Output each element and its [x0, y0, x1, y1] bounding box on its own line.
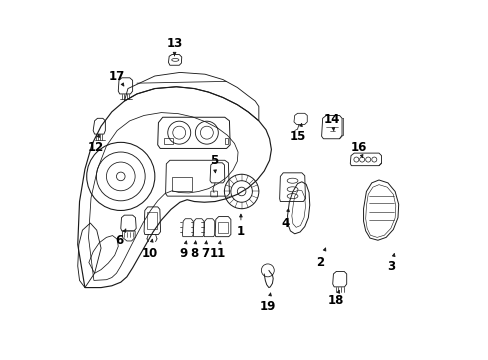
Text: 15: 15	[289, 123, 306, 144]
Bar	[163, 138, 172, 144]
Text: 14: 14	[324, 113, 340, 131]
Text: 8: 8	[190, 241, 198, 260]
Text: 1: 1	[236, 214, 244, 238]
Text: 7: 7	[201, 241, 209, 260]
Text: 10: 10	[141, 239, 157, 260]
Text: 17: 17	[109, 69, 125, 86]
Text: 5: 5	[209, 154, 218, 173]
Bar	[218, 222, 227, 233]
Text: 2: 2	[315, 248, 325, 269]
Bar	[172, 177, 191, 192]
Text: 16: 16	[350, 141, 366, 158]
Text: 6: 6	[115, 229, 125, 247]
Text: 13: 13	[166, 37, 183, 56]
Text: 4: 4	[281, 209, 289, 230]
Bar	[147, 212, 157, 229]
Text: 9: 9	[179, 241, 187, 260]
Text: 11: 11	[209, 241, 225, 260]
Text: 12: 12	[87, 134, 103, 154]
Text: 19: 19	[259, 293, 275, 313]
Text: 3: 3	[386, 253, 395, 273]
Text: 18: 18	[327, 290, 344, 307]
Bar	[224, 138, 227, 144]
